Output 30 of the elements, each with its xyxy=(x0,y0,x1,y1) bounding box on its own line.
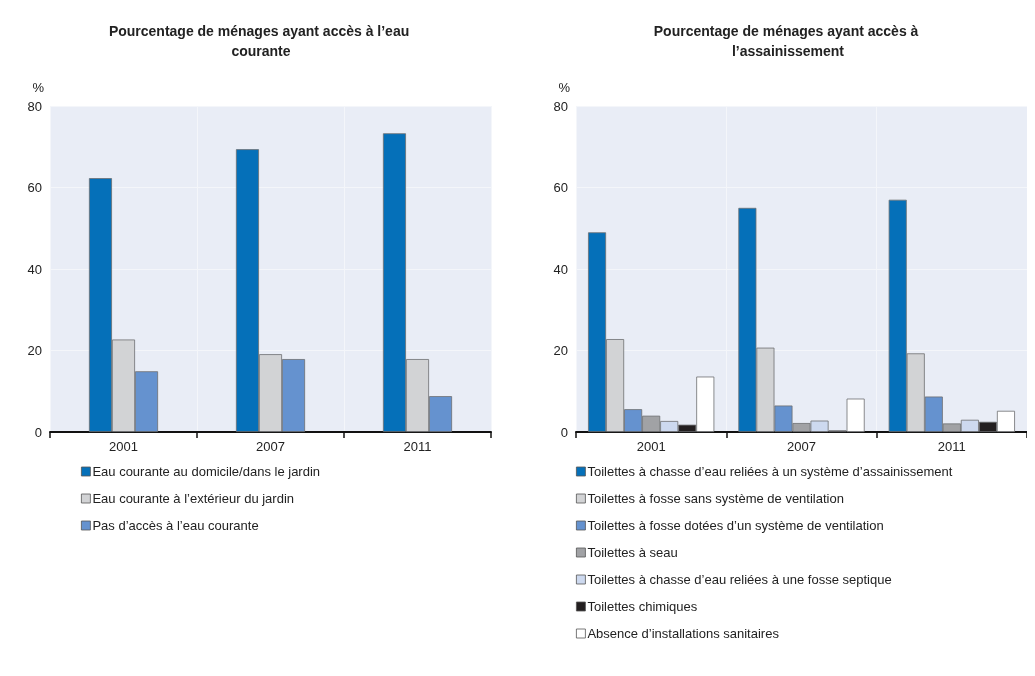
y-tick-label: 20 xyxy=(27,343,42,358)
legend-label: Toilettes à seau xyxy=(587,545,678,560)
y-tick-label: 0 xyxy=(560,424,568,440)
chart-title: Pourcentage de ménages ayant accès à l’eau courante xyxy=(108,23,414,59)
x-tick-label: 2001 xyxy=(636,439,666,454)
x-tick-label: 2001 xyxy=(109,439,138,454)
legend-label: Eau courante au domicile/dans le jardin xyxy=(92,464,321,479)
legend-label: Toilettes chimiques xyxy=(587,599,698,614)
y-tick-label: 80 xyxy=(27,98,42,114)
y-axis-title: % xyxy=(558,80,571,95)
legend-label: Pas d’accès à l’eau courante xyxy=(92,518,259,533)
y-tick-label: 80 xyxy=(553,98,568,114)
x-tick-label: 2007 xyxy=(256,439,285,454)
legend-label: Toilettes à chasse d’eau reliées à un système d’assainissement xyxy=(587,464,953,479)
y-axis-title: % xyxy=(32,80,45,95)
x-tick-label: 2011 xyxy=(403,439,432,454)
legend-label: Eau courante à l’extérieur du jardin xyxy=(92,491,295,506)
legend-label: Toilettes à fosse sans système de ventilation xyxy=(587,491,844,506)
y-tick-label: 60 xyxy=(553,180,568,195)
y-tick-label: 40 xyxy=(27,261,42,277)
y-tick-label: 20 xyxy=(553,343,568,358)
y-tick-label: 0 xyxy=(34,424,42,440)
legend-label: Toilettes à fosse dotées d’un système de ventilation xyxy=(587,518,884,533)
legend-label: Absence d’installations sanitaires xyxy=(587,626,780,641)
x-tick-label: 2007 xyxy=(787,439,816,454)
y-tick-label: 60 xyxy=(27,180,42,195)
x-tick-label: 2011 xyxy=(937,439,966,454)
legend-label: Toilettes à chasse d’eau reliées à une fosse septique xyxy=(587,572,892,587)
chart-title: Pourcentage de ménages ayant accès à l’assainissement xyxy=(653,23,923,59)
y-tick-label: 40 xyxy=(553,261,568,277)
